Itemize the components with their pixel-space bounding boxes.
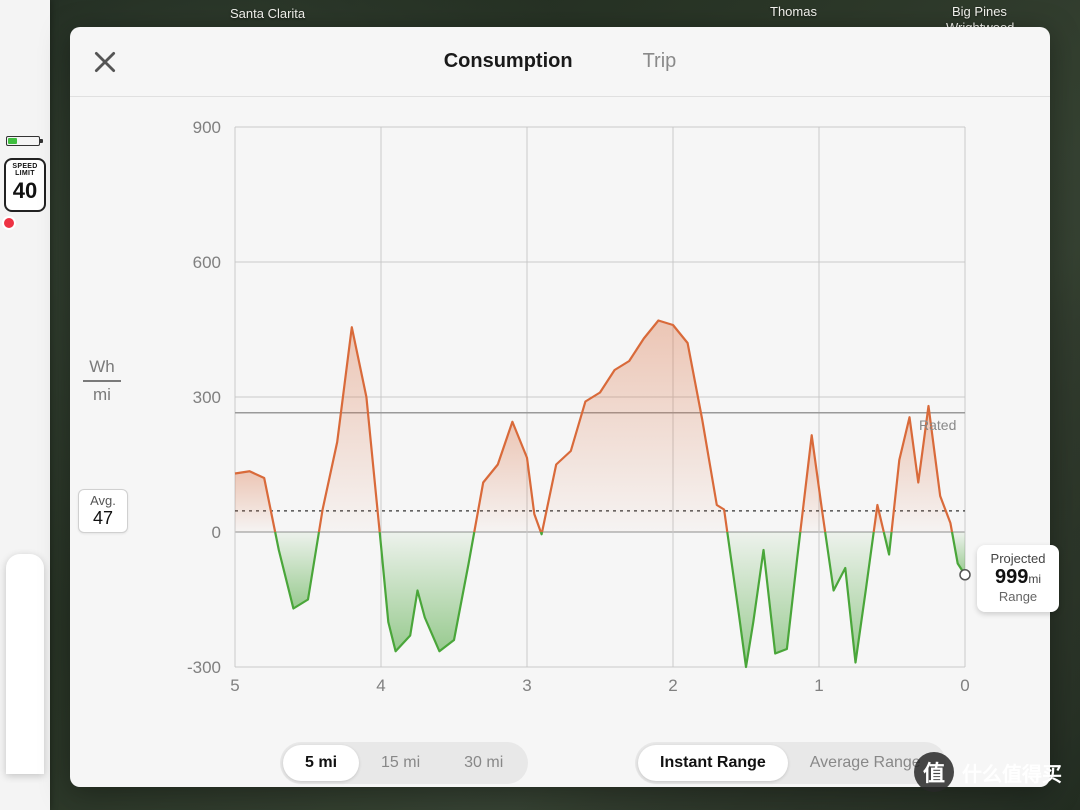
projected-range-card: Projected 999mi Range (977, 545, 1059, 612)
svg-text:-300: -300 (187, 658, 221, 677)
battery-icon (6, 136, 40, 146)
map-label: Big Pines (952, 4, 1007, 19)
seg-30-mi[interactable]: 30 mi (442, 745, 525, 781)
range-mode-segmented-control[interactable]: Instant RangeAverage Range (635, 742, 946, 784)
rated-label: Rated (919, 417, 956, 433)
marker-dot-icon (4, 218, 14, 228)
speed-limit-value: 40 (6, 180, 44, 202)
left-card (6, 554, 44, 774)
average-value: 47 (79, 508, 127, 529)
consumption-chart: -3000300600900543210 (140, 127, 985, 707)
svg-text:0: 0 (212, 523, 221, 542)
energy-panel: Consumption Trip Wh mi Avg. 47 -300 0 300 60… (70, 27, 1050, 787)
svg-text:1: 1 (814, 676, 823, 695)
seg-instant-range[interactable]: Instant Range (638, 745, 788, 781)
panel-header: Consumption Trip (70, 27, 1050, 97)
watermark-text: 什么值得买 (962, 758, 1062, 787)
map-label: Thomas (770, 4, 817, 19)
svg-text:300: 300 (193, 388, 221, 407)
close-button[interactable] (92, 49, 118, 75)
svg-text:900: 900 (193, 118, 221, 137)
close-icon (92, 49, 118, 75)
speed-limit-sign: SPEED LIMIT 40 (4, 158, 46, 212)
distance-segmented-control[interactable]: 5 mi15 mi30 mi (280, 742, 528, 784)
projected-value: 999 (995, 566, 1028, 588)
y-axis-unit: Wh mi (80, 357, 124, 405)
tab-consumption[interactable]: Consumption (444, 50, 573, 73)
seg-5-mi[interactable]: 5 mi (283, 745, 359, 781)
projected-label-bottom: Range (981, 589, 1055, 604)
svg-text:0: 0 (960, 676, 969, 695)
projected-unit: mi (1028, 572, 1041, 586)
average-label: Avg. (79, 493, 127, 508)
chart-area: Wh mi Avg. 47 -3000300600900543210 Rated… (140, 127, 960, 707)
svg-text:600: 600 (193, 253, 221, 272)
tab-bar: Consumption Trip (444, 50, 677, 73)
svg-text:5: 5 (230, 676, 239, 695)
y-unit-top: Wh (83, 357, 121, 382)
tab-trip[interactable]: Trip (643, 50, 677, 73)
map-label: Santa Clarita (230, 6, 305, 21)
watermark: 值 什么值得买 (914, 752, 1062, 792)
speed-limit-label-bot: LIMIT (6, 170, 44, 177)
speed-limit-label-top: SPEED (6, 163, 44, 170)
svg-text:3: 3 (522, 676, 531, 695)
svg-text:4: 4 (376, 676, 385, 695)
seg-15-mi[interactable]: 15 mi (359, 745, 442, 781)
left-sidebar: SPEED LIMIT 40 (0, 0, 50, 810)
projected-label-top: Projected (981, 551, 1055, 566)
svg-text:2: 2 (668, 676, 677, 695)
watermark-badge-icon: 值 (914, 752, 954, 792)
battery-fill (8, 138, 17, 144)
y-unit-bottom: mi (93, 382, 111, 405)
average-badge: Avg. 47 (78, 489, 128, 533)
